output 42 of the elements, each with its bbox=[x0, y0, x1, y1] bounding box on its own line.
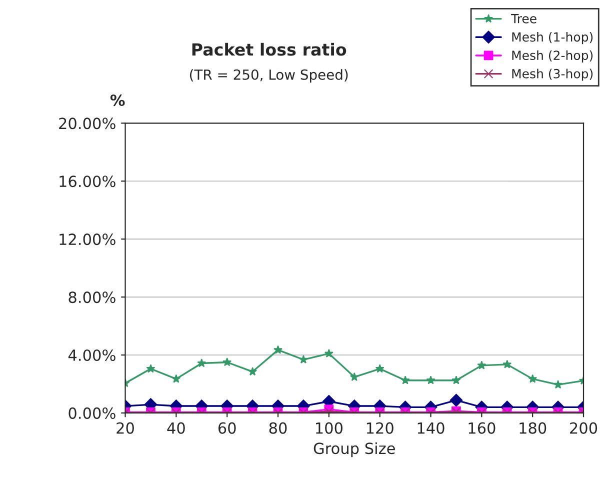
point bbox=[450, 394, 463, 407]
point bbox=[452, 376, 461, 384]
x-axis-title: Group Size bbox=[314, 442, 395, 458]
legend-label: Mesh (3-hop) bbox=[512, 68, 593, 81]
point bbox=[400, 376, 410, 384]
point bbox=[172, 374, 181, 383]
point bbox=[528, 374, 538, 383]
point bbox=[274, 345, 282, 354]
y-axis-title: % bbox=[110, 94, 125, 106]
y-tick-label: 0.00% bbox=[68, 407, 116, 419]
point bbox=[324, 348, 334, 358]
x-tick-label: 80 bbox=[269, 422, 287, 434]
legend-label: Mesh (2-hop) bbox=[512, 50, 593, 62]
y-tick-label: 8.00% bbox=[68, 292, 116, 304]
x-tick-label: 100 bbox=[316, 422, 342, 434]
x-tick-label: 180 bbox=[520, 422, 546, 434]
point bbox=[477, 360, 486, 370]
point bbox=[375, 364, 384, 373]
y-tick-label: 12.00% bbox=[60, 234, 116, 246]
x-tick-label: 200 bbox=[570, 422, 598, 434]
x-tick-label: 140 bbox=[418, 422, 444, 434]
chart-title: Packet loss ratio bbox=[192, 42, 346, 56]
y-tick-label: 20.00% bbox=[59, 118, 116, 130]
point bbox=[248, 366, 258, 376]
point bbox=[197, 358, 206, 368]
x-tick-label: 40 bbox=[167, 422, 185, 434]
y-tick-label: 16.00% bbox=[60, 176, 116, 188]
point bbox=[222, 358, 232, 366]
legend-label: Mesh (1-hop) bbox=[512, 32, 593, 44]
point bbox=[146, 364, 156, 373]
point bbox=[502, 360, 512, 368]
point bbox=[350, 372, 359, 381]
x-tick-label: 120 bbox=[366, 422, 394, 434]
chart-subtitle: (TR = 250, Low Speed) bbox=[190, 69, 348, 83]
point bbox=[426, 376, 436, 384]
legend-label: Tree bbox=[510, 14, 536, 24]
x-tick-label: 20 bbox=[116, 422, 134, 434]
y-tick-label: 4.00% bbox=[68, 349, 116, 362]
point bbox=[554, 380, 563, 389]
x-tick-label: 60 bbox=[218, 422, 236, 434]
x-tick-label: 160 bbox=[468, 422, 496, 434]
point bbox=[298, 354, 308, 364]
